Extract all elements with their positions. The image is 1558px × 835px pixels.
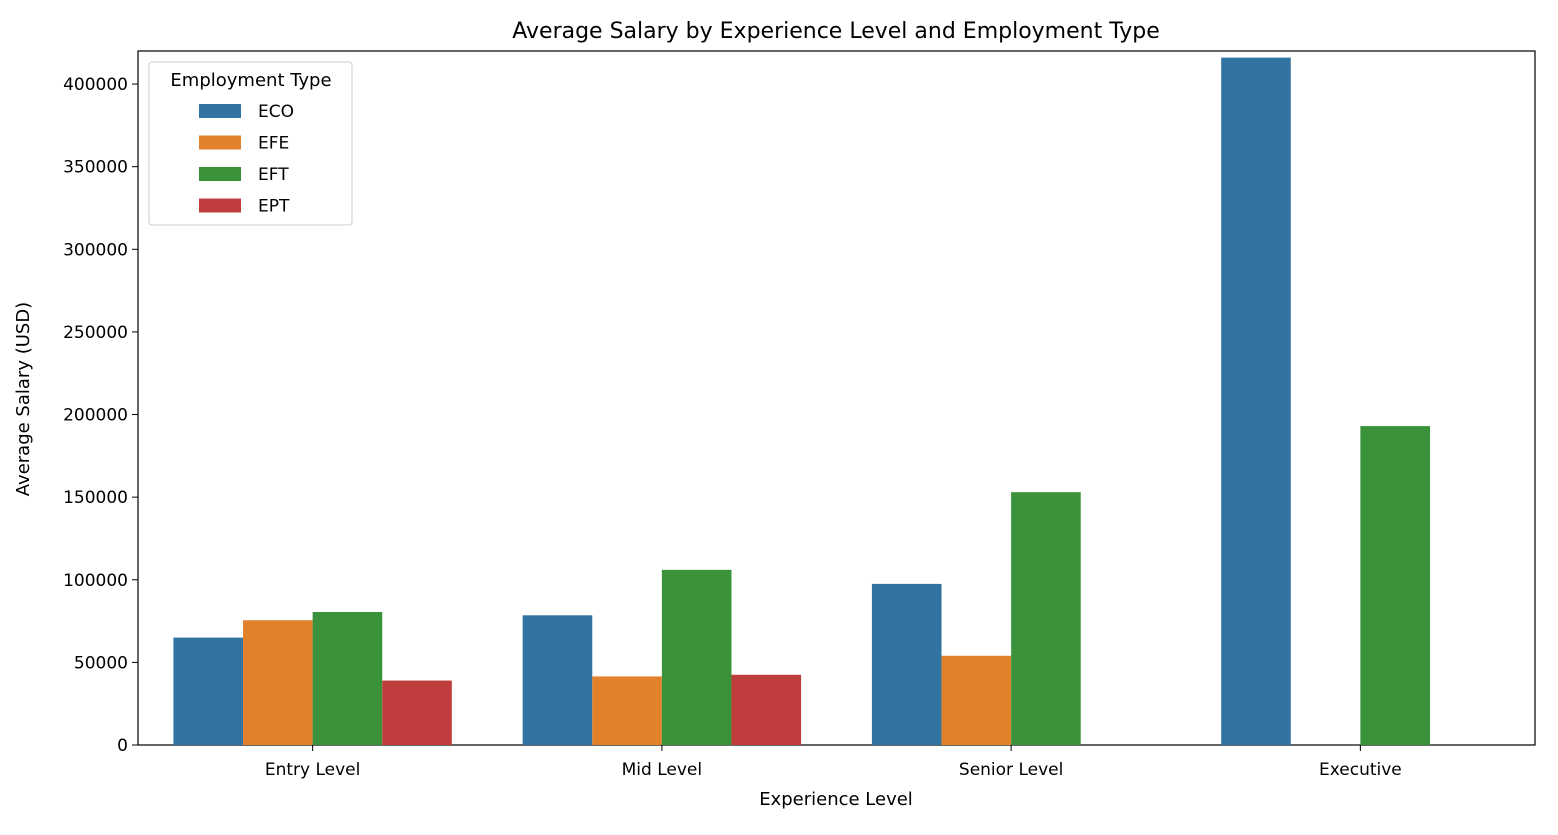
legend-label-efe: EFE: [258, 134, 289, 154]
y-tick-label: 250000: [63, 323, 128, 343]
y-axis-label: Average Salary (USD): [13, 302, 34, 496]
bar-eco-executive: [1221, 57, 1291, 746]
bar-ept-mid-level: [731, 674, 802, 745]
y-axis-ticks: 0 50000 100000 150000 200000 250000 300000 3500…: [63, 75, 138, 756]
y-tick-label: 400000: [63, 75, 128, 95]
bar-eft-mid-level: [661, 569, 732, 745]
x-axis-ticks: Entry Level Mid Level Senior Level Executiv…: [265, 745, 1402, 780]
y-tick-label: 150000: [63, 488, 128, 508]
x-tick-label: Senior Level: [959, 760, 1063, 780]
legend-label-eft: EFT: [258, 165, 289, 185]
bar-ept-entry-level: [382, 680, 452, 745]
legend-label-eco: ECO: [258, 102, 294, 122]
legend-box: [148, 61, 353, 226]
legend: Employment Type ECO EFE EFT EPT: [148, 61, 353, 226]
y-tick-label: 100000: [63, 571, 128, 591]
axes-frame: [137, 50, 1536, 746]
x-tick-label: Entry Level: [265, 760, 361, 780]
chart-title: Average Salary by Experience Level and E…: [512, 19, 1160, 44]
legend-title: Employment Type: [170, 70, 331, 91]
y-tick-label: 50000: [74, 653, 128, 673]
y-tick-label: 200000: [63, 406, 128, 426]
plot-area: [137, 50, 1536, 746]
x-tick-label: Executive: [1319, 760, 1402, 780]
x-axis-label: Experience Level: [759, 789, 913, 810]
legend-swatch-ept: [199, 198, 241, 213]
legend-swatch-efe: [199, 135, 241, 150]
bar-eco-entry-level: [173, 637, 244, 745]
bar-eft-senior-level: [1011, 492, 1081, 745]
y-tick-label: 300000: [63, 240, 128, 260]
y-tick-label: 350000: [63, 158, 128, 178]
bar-efe-mid-level: [592, 676, 662, 745]
bar-efe-senior-level: [941, 655, 1012, 745]
bars: [173, 57, 1430, 746]
y-tick-label: 0: [117, 736, 128, 756]
legend-label-ept: EPT: [258, 197, 290, 217]
bar-eco-senior-level: [871, 583, 942, 745]
bar-eft-entry-level: [312, 611, 383, 745]
legend-swatch-eft: [199, 167, 241, 181]
legend-items: ECO EFE EFT EPT: [199, 102, 294, 217]
bar-eco-mid-level: [522, 615, 593, 745]
legend-swatch-eco: [199, 104, 241, 118]
bar-efe-entry-level: [243, 620, 313, 745]
bar-eft-executive: [1360, 426, 1430, 745]
x-tick-label: Mid Level: [622, 760, 702, 780]
